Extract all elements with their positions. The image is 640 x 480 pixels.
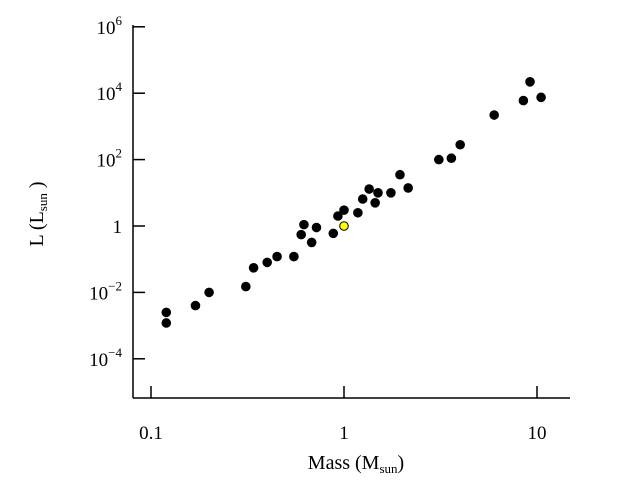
data-point — [204, 287, 214, 298]
x-tick-label: 0.1 — [139, 423, 163, 444]
x-axis-title: Mass (Msun) — [308, 452, 404, 476]
data-point — [403, 183, 413, 193]
y-tick-label: 10−2 — [89, 278, 122, 304]
y-tick-label: 104 — [97, 79, 123, 105]
data-point — [311, 222, 322, 233]
data-point — [489, 110, 499, 120]
data-point — [455, 139, 465, 150]
data-point — [357, 194, 368, 204]
y-tick-label: 1 — [113, 217, 123, 238]
data-point — [434, 154, 444, 165]
y-tick-label: 106 — [97, 13, 123, 39]
x-tick-label: 10 — [528, 423, 547, 444]
y-tick-label: 102 — [97, 146, 123, 172]
data-point — [373, 188, 383, 198]
data-point — [370, 197, 380, 208]
data-point — [518, 95, 529, 106]
data-point — [328, 228, 339, 239]
data-point — [296, 229, 306, 240]
data-point — [364, 184, 374, 194]
data-point — [339, 205, 349, 215]
data-point — [262, 257, 272, 268]
data-point — [536, 92, 546, 103]
data-point — [272, 251, 282, 262]
data-point — [161, 307, 172, 318]
data-point — [395, 169, 405, 180]
data-point — [190, 300, 201, 311]
data-point — [299, 219, 309, 230]
data-point — [386, 188, 396, 198]
y-axis-title: L (Lsun ) — [26, 181, 50, 246]
x-tick-label: 1 — [339, 423, 349, 444]
data-point — [289, 251, 299, 262]
data-point — [525, 77, 535, 87]
data-point — [161, 318, 172, 328]
data-point — [446, 153, 457, 164]
data-point — [248, 263, 259, 273]
y-tick-label: 10−4 — [89, 345, 122, 371]
data-point — [241, 281, 251, 292]
data-point — [353, 207, 363, 218]
data-point — [306, 237, 317, 248]
data-point-sun — [339, 221, 349, 231]
data-point — [333, 211, 343, 221]
